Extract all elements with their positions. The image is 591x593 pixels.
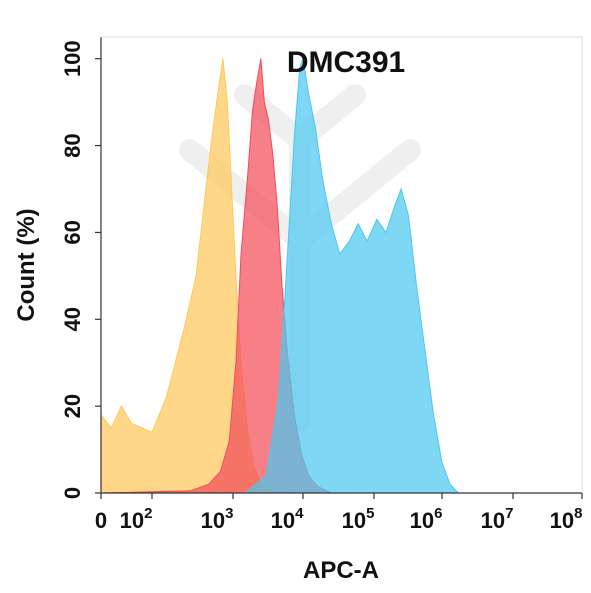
y-tick-label: 0 [60,487,85,499]
histogram-series [101,56,460,493]
x-axis-label: APC-A [303,557,379,584]
y-tick-label: 100 [60,40,85,77]
x-tick-label: 108 [550,505,583,533]
y-tick-label: 60 [60,220,85,244]
x-tick-label: 104 [271,505,304,533]
y-tick-label: 20 [60,394,85,418]
x-tick-label: 107 [481,505,514,533]
y-tick-label: 80 [60,133,85,157]
x-tick-label: 0 [95,508,107,533]
y-axis-label: Count (%) [13,208,40,321]
y-tick-label: 40 [60,307,85,331]
x-axis-ticks: 0 102 103 104 105 106 107 108 [95,493,583,533]
y-axis-ticks: 0 20 40 60 80 100 [60,40,101,499]
histogram-series-3 [101,56,460,493]
x-tick-label: 106 [410,505,443,533]
x-tick-label: 102 [120,505,153,533]
x-tick-label: 105 [342,505,375,533]
x-tick-label: 103 [201,505,234,533]
chart-title: DMC391 [287,46,405,79]
